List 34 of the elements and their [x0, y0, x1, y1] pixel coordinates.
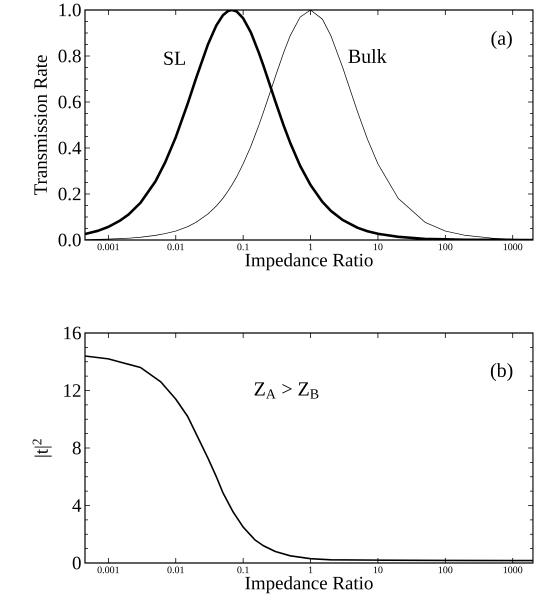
x-axis-title: Impedance Ratio	[246, 576, 373, 594]
x-tick-label: 0.1	[238, 244, 249, 250]
annotation: (a)	[492, 30, 512, 49]
x-tick-label: 1	[309, 566, 313, 574]
y-axis-title: Transmission Rate	[34, 55, 48, 196]
y-tick-label: 12	[64, 384, 81, 397]
x-tick-label: 10	[374, 566, 383, 574]
x-tick-label: 100	[438, 566, 453, 574]
y-tick-label: 0.4	[58, 142, 82, 154]
y-tick-label: 0.2	[58, 188, 81, 200]
x-tick-label: 0.001	[98, 244, 120, 250]
y-tick-label: 0.6	[58, 96, 82, 108]
series-label: Bulk	[348, 48, 387, 64]
x-tick-label: 1	[309, 244, 313, 250]
x-tick-label: 0.1	[238, 566, 249, 574]
y-tick-label: 16	[64, 326, 82, 340]
y-tick-label: 1.0	[60, 4, 81, 16]
y-tick-label: 0.8	[58, 50, 81, 62]
x-tick-label: 0.01	[168, 244, 184, 250]
annotation: Z$_{A}$ > Z$_{B}$	[254, 382, 319, 399]
y-tick-label: 4	[72, 499, 82, 512]
annotation: (b)	[491, 363, 513, 382]
series-label: SL	[164, 52, 186, 65]
x-tick-label: 100	[438, 244, 453, 250]
y-axis-title: |t|$^{2}$	[32, 439, 52, 457]
x-tick-label: 1000	[504, 566, 523, 574]
y-tick-label: 0.0	[58, 234, 81, 246]
x-axis-title: Impedance Ratio	[246, 253, 373, 270]
y-tick-label: 0	[72, 556, 81, 570]
x-tick-label: 1000	[504, 244, 523, 250]
x-tick-label: 0.001	[98, 566, 120, 574]
x-tick-label: 0.01	[168, 566, 184, 574]
y-tick-label: 8	[72, 442, 81, 454]
x-tick-label: 10	[374, 244, 383, 250]
